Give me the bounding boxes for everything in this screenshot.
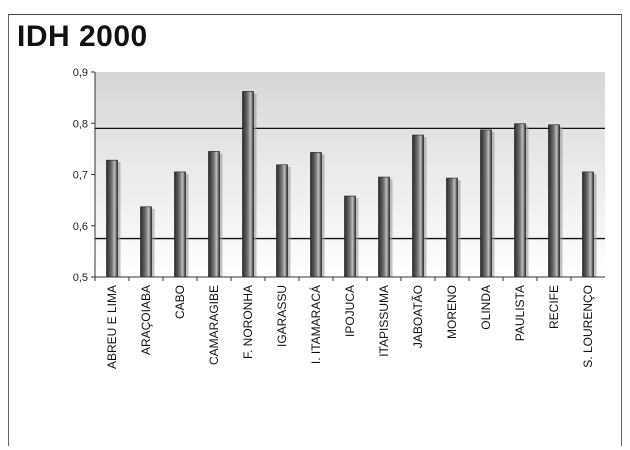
- chart-title: IDH 2000: [17, 20, 148, 53]
- y-tick-label: 0,9: [73, 67, 88, 79]
- category-label: ITAPISSUMA: [377, 285, 391, 357]
- category-label: RECIFE: [547, 285, 561, 329]
- category-label: F. NORONHA: [241, 285, 255, 359]
- y-tick-label: 0,5: [73, 272, 88, 284]
- bar: [582, 171, 594, 278]
- bar: [548, 124, 560, 278]
- bar: [276, 164, 288, 278]
- category-label: CAMARAGIBE: [207, 285, 221, 365]
- bar: [480, 129, 492, 278]
- category-label: I. ITAMARACÁ: [308, 285, 323, 364]
- category-label: IPOJUCA: [343, 285, 357, 337]
- category-label: ARAÇOIABA: [139, 285, 153, 355]
- category-label: ABREU E LIMA: [105, 285, 119, 369]
- chart-frame: [8, 14, 622, 446]
- y-tick-label: 0,7: [73, 170, 88, 182]
- category-label: PAULISTA: [513, 285, 527, 341]
- bar: [140, 206, 152, 278]
- bar: [208, 151, 220, 278]
- bar: [446, 177, 458, 278]
- category-label: MORENO: [445, 285, 459, 339]
- category-label: S. LOURENÇO: [581, 285, 595, 368]
- bar: [514, 123, 526, 278]
- category-label: OLINDA: [479, 285, 493, 330]
- bar: [378, 176, 390, 278]
- category-label: IGARASSU: [275, 285, 289, 347]
- bar: [310, 152, 322, 278]
- bar: [242, 91, 254, 278]
- y-tick-label: 0,8: [73, 118, 88, 130]
- category-label: CABO: [173, 285, 187, 319]
- category-label: JABOATÃO: [411, 285, 425, 348]
- bar: [174, 171, 186, 278]
- bar: [106, 159, 118, 278]
- y-tick-label: 0,6: [73, 221, 88, 233]
- bar: [344, 195, 356, 278]
- bar: [412, 134, 424, 278]
